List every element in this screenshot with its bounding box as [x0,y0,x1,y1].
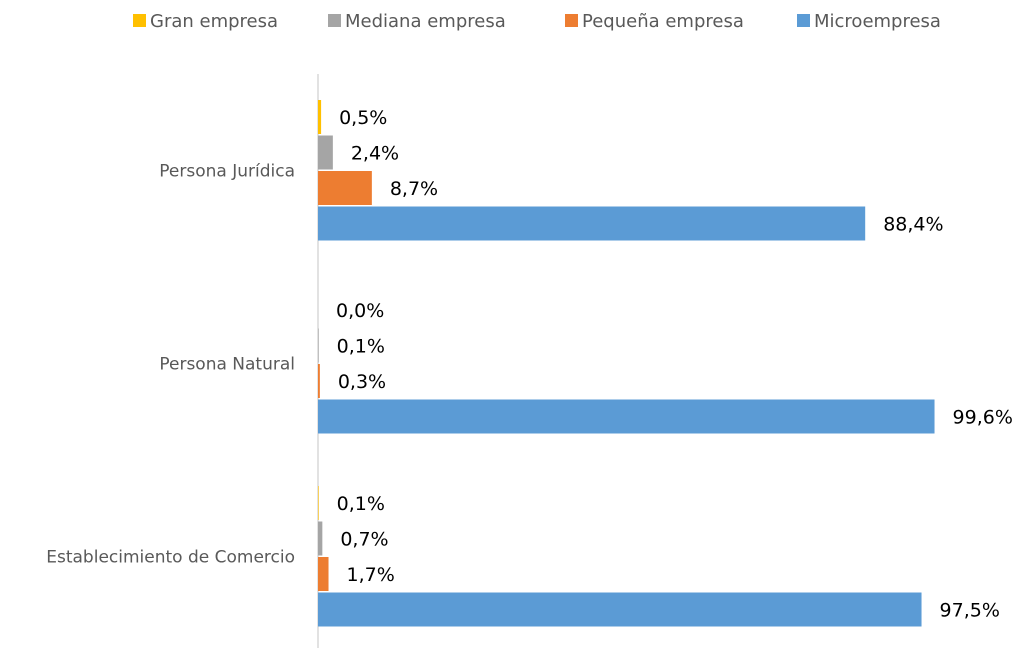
data-label-establecimiento-de-comercio-mediana-empresa: 0,7% [340,529,388,551]
data-label-persona-natural-gran-empresa: 0,0% [336,300,384,322]
bar-establecimiento-de-comercio-pequena-empresa [318,557,329,591]
legend-swatch-mediana-empresa [328,14,341,27]
data-label-persona-natural-mediana-empresa: 0,1% [337,336,385,358]
data-label-persona-natural-pequena-empresa: 0,3% [338,371,386,393]
data-label-persona-juridica-pequena-empresa: 8,7% [390,178,438,200]
category-label-establecimiento-de-comercio: Establecimiento de Comercio [46,547,295,567]
chart-legend: Gran empresa Mediana empresa Pequeña empre… [133,11,941,32]
data-label-persona-juridica-microempresa: 88,4% [883,214,943,236]
legend-swatch-gran-empresa [133,14,146,27]
data-label-persona-natural-microempresa: 99,6% [953,407,1013,429]
bar-persona-natural-mediana-empresa [318,328,319,363]
data-label-establecimiento-de-comercio-pequena-empresa: 1,7% [347,564,395,586]
bar-establecimiento-de-comercio-mediana-empresa [318,521,323,556]
category-labels: Persona Jurídica Persona Natural Estableci… [46,161,295,567]
bar-persona-juridica-mediana-empresa [318,135,333,170]
bar-persona-juridica-gran-empresa [318,100,322,134]
legend-label-gran-empresa: Gran empresa [150,11,278,32]
bar-establecimiento-de-comercio-microempresa [318,592,922,627]
bar-persona-juridica-pequena-empresa [318,171,372,205]
bar-persona-natural-microempresa [318,399,935,434]
legend-label-microempresa: Microempresa [814,11,941,32]
data-label-establecimiento-de-comercio-microempresa: 97,5% [940,600,1000,622]
legend-label-mediana-empresa: Mediana empresa [345,11,506,32]
bar-persona-natural-pequena-empresa [318,364,320,398]
data-labels-group: 0,5% 2,4% 8,7% 88,4% 0,0% 0,1% 0,3% 99,6% 0,1% 0,… [336,107,1013,622]
legend-swatch-pequena-empresa [565,14,578,27]
category-label-persona-natural: Persona Natural [159,354,295,374]
legend-swatch-microempresa [797,14,810,27]
data-label-establecimiento-de-comercio-gran-empresa: 0,1% [337,493,385,515]
bar-persona-juridica-microempresa [318,206,866,241]
bar-establecimiento-de-comercio-gran-empresa [318,486,319,520]
data-label-persona-juridica-mediana-empresa: 2,4% [351,143,399,165]
category-label-persona-juridica: Persona Jurídica [159,161,295,181]
bars-group [318,100,935,627]
data-label-persona-juridica-gran-empresa: 0,5% [339,107,387,129]
legend-label-pequena-empresa: Pequeña empresa [582,11,744,32]
